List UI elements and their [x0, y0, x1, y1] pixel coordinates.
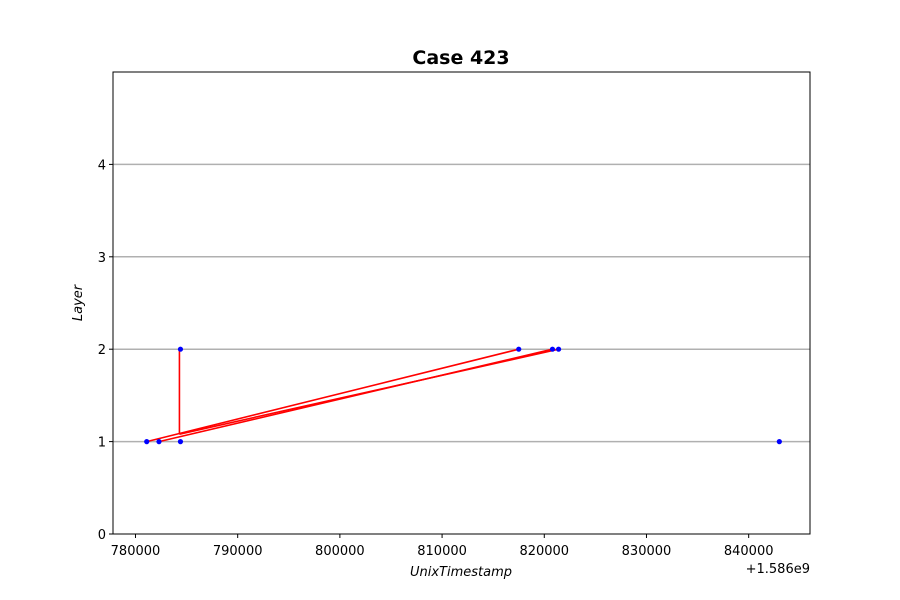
- y-tick-label-3: 3: [98, 251, 106, 266]
- grid-lines: [113, 163, 810, 443]
- y-tick-label-4: 4: [98, 158, 106, 173]
- y-tick-label-0: 0: [98, 528, 106, 543]
- data-point-3: [177, 346, 184, 352]
- x-tick-label-4: 820000: [519, 544, 569, 559]
- data-point-5: [549, 346, 556, 352]
- y-tick-label-1: 1: [98, 436, 106, 451]
- x-axis-label: UnixTimestamp: [410, 565, 512, 580]
- chart-title: Case 423: [412, 47, 509, 69]
- data-point-7: [776, 439, 782, 445]
- series-points: [144, 346, 782, 445]
- y-axis-label: Layer: [71, 283, 86, 321]
- x-axis: 780000 790000 800000 810000 820000 830000 8400…: [111, 534, 774, 559]
- data-point-6: [555, 346, 562, 352]
- series-line-3: [179, 348, 559, 435]
- series-line-0: [146, 348, 519, 443]
- data-point-4: [516, 346, 522, 352]
- x-tick-label-1: 790000: [213, 544, 263, 559]
- x-tick-label-5: 830000: [622, 544, 672, 559]
- data-point-2: [177, 439, 184, 445]
- plot-area: [112, 71, 811, 535]
- series-lines: [146, 348, 559, 443]
- x-tick-label-6: 840000: [724, 544, 774, 559]
- x-tick-label-3: 810000: [417, 544, 467, 559]
- x-axis-offset-label: +1.586e9: [746, 562, 810, 577]
- data-point-1: [156, 439, 162, 445]
- y-tick-label-2: 2: [98, 343, 106, 358]
- x-tick-label-0: 780000: [111, 544, 161, 559]
- x-tick-label-2: 800000: [315, 544, 365, 559]
- data-point-0: [144, 439, 150, 445]
- y-axis: 0 1 2 3 4: [98, 158, 113, 543]
